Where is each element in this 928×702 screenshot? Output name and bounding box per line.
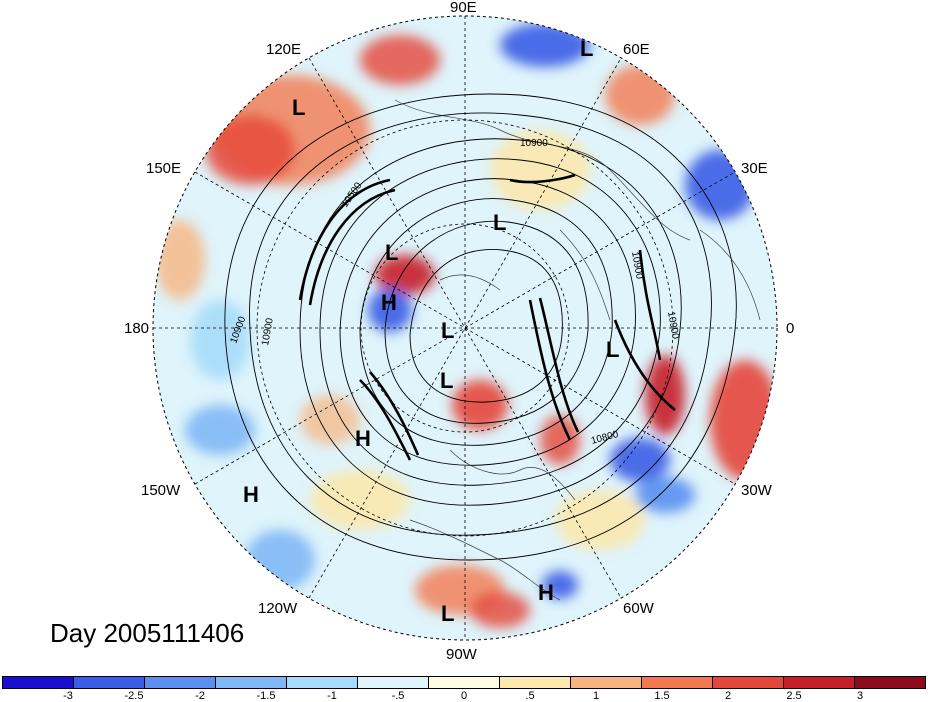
colorbar-segment <box>571 677 642 688</box>
colorbar-segment <box>145 677 216 688</box>
longitude-label: 30W <box>741 482 772 499</box>
colorbar-segment <box>642 677 713 688</box>
pressure-center-marker: L <box>606 337 620 362</box>
colorbar-segment <box>855 677 925 688</box>
longitude-label: 60E <box>623 41 650 58</box>
longitude-label: 150E <box>146 160 182 177</box>
pressure-center-marker: H <box>243 482 259 507</box>
contour-label: 10900 <box>260 317 276 347</box>
colorbar-tick-label: -1 <box>327 690 337 702</box>
pressure-center-marker: L <box>385 240 399 265</box>
colorbar-tick-label: 3 <box>856 690 864 702</box>
longitude-label: 90E <box>450 0 477 16</box>
longitude-label: 60W <box>623 600 654 617</box>
pressure-center-marker: H <box>381 290 397 315</box>
longitude-label: 120E <box>266 41 302 58</box>
pressure-center-marker: L <box>493 210 507 235</box>
pressure-center-marker: L <box>441 318 455 343</box>
colorbar-segment <box>3 677 74 688</box>
pressure-center-marker: H <box>355 426 371 451</box>
colorbar-segment <box>713 677 784 688</box>
colorbar-segment <box>216 677 287 688</box>
colorbar-tick-label: .5 <box>525 690 535 702</box>
longitude-label: 150W <box>141 482 181 499</box>
contour-label: 10900 <box>665 311 681 341</box>
colorbar-tick-label: -2.5 <box>124 690 144 702</box>
longitude-label: 90W <box>446 646 477 663</box>
day-title: Day 2005111406 <box>50 618 245 648</box>
pressure-center-marker: L <box>292 95 306 120</box>
colorbar-tick-label: 1.5 <box>654 690 670 702</box>
colorbar-segment <box>287 677 358 688</box>
longitude-label: 0 <box>786 320 795 337</box>
colorbar-tick-label: -3 <box>63 690 73 702</box>
colorbar-tick-label: 0 <box>460 690 468 702</box>
colorbar <box>2 676 926 689</box>
colorbar-segment <box>429 677 500 688</box>
coastlines <box>394 99 761 601</box>
colorbar-segment <box>500 677 571 688</box>
colorbar-tick-label: 1 <box>592 690 600 702</box>
colorbar-segment <box>784 677 855 688</box>
pressure-center-marker: L <box>580 36 594 61</box>
wind-contours <box>298 173 676 461</box>
graticule <box>153 16 777 640</box>
colorbar-tick-label: -.5 <box>391 690 405 702</box>
colorbar-segment <box>74 677 145 688</box>
colorbar-tick-label: 2.5 <box>786 690 802 702</box>
colorbar-tick-label: 2 <box>724 690 732 702</box>
pressure-center-marker: L <box>441 601 455 626</box>
height-contours <box>224 93 737 561</box>
longitude-label: 30E <box>741 160 768 177</box>
contour-label: 10900 <box>520 138 548 149</box>
colorbar-tick-label: -2 <box>195 690 205 702</box>
longitude-label: 180 <box>124 320 150 337</box>
map-boundary <box>152 15 778 641</box>
colorbar-segment <box>358 677 429 688</box>
contour-label: 10900 <box>629 251 645 281</box>
pressure-center-marker: H <box>538 580 554 605</box>
colorbar-tick-label: -1.5 <box>256 690 276 702</box>
pressure-center-marker: L <box>440 368 454 393</box>
longitude-label: 120W <box>258 600 298 617</box>
